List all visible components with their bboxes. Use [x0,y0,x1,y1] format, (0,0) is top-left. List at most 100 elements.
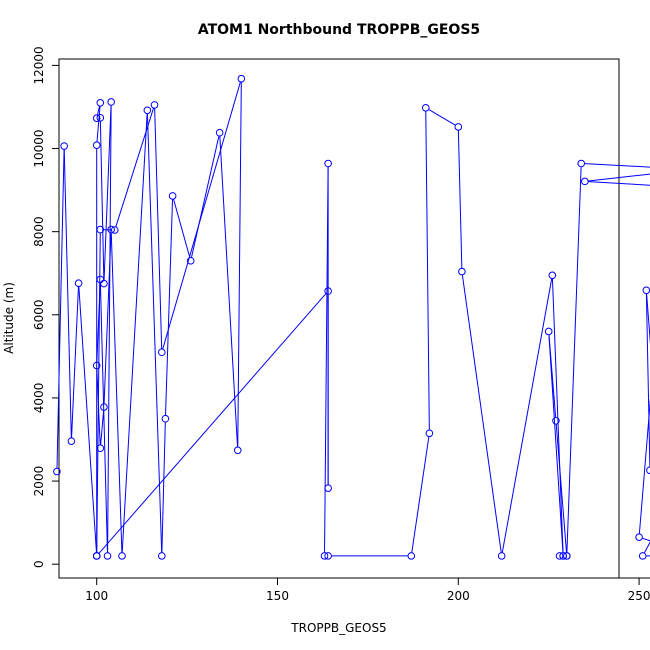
series-segment [96,233,101,553]
data-point [577,159,586,168]
x-tick-label: 200 [447,589,470,603]
data-point [67,437,76,445]
y-tick-label: 0 [32,560,46,568]
data-point [157,552,166,560]
data-point [92,552,101,560]
data-point [544,327,553,336]
y-axis-label: Altitude (m) [2,282,16,354]
data-point [642,286,650,295]
series-segment [107,105,112,553]
series-segment [99,121,105,281]
data-point [559,552,567,560]
series-segment [191,136,220,258]
y-axis: 0 2000 4000 6000 8000 10000 12000 [32,46,60,568]
data-point [100,279,108,288]
data-point [562,552,571,560]
data-point [324,552,332,560]
series-segment [457,130,463,268]
data-point [646,466,650,475]
series-segment [96,106,101,142]
data-point [92,114,101,122]
series-segment [121,113,148,553]
series-segment [638,398,650,534]
series-segment [146,113,163,553]
data-point [110,226,119,234]
series-segment [103,105,112,281]
data-point [143,106,152,115]
x-tick-label: 250 [628,589,650,603]
series-segment [110,233,123,553]
data-point [60,142,68,150]
series-segment [428,109,456,126]
data-point [100,403,108,411]
series-segment [555,424,567,553]
series-segment [588,173,650,182]
series-segment [237,82,242,447]
series-segment [219,136,239,447]
series-segment [461,275,502,553]
data-point [118,552,126,560]
data-point [107,98,115,106]
data-point [320,552,329,560]
data-point [96,275,105,284]
data-point [53,467,61,476]
data-point [157,348,166,357]
series-segment [63,149,72,438]
y-tick-label: 12000 [32,46,46,84]
data-point [103,552,112,560]
data-point [421,103,430,112]
data-point [324,287,332,295]
data-point [635,533,643,541]
data-point [233,446,242,455]
series-segment [98,293,327,554]
series-segment [551,278,564,553]
chart-title: ATOM1 Northbound TROPPB_GEOS5 [198,22,480,38]
series-segment [173,199,191,258]
series-segment [115,108,154,227]
data-point [324,484,332,492]
data-point [407,552,416,560]
series-segment [411,436,430,553]
x-tick-label: 150 [266,589,289,603]
series-segment [100,410,105,445]
series-segment [645,293,650,467]
series-segment [78,286,97,553]
data-point [555,552,564,560]
data-point [96,113,105,122]
series-segment [501,278,553,553]
data-point [454,123,463,131]
y-tick-label: 6000 [32,300,46,331]
series-segment [324,167,329,553]
y-tick-label: 2000 [32,466,46,497]
data-point [107,225,115,234]
series-segment [103,233,112,404]
x-tick-label: 100 [85,589,108,603]
data-point [92,361,101,370]
data-point [150,101,159,109]
series-segment [548,334,557,418]
series-group [53,74,650,560]
series-segment [154,108,163,349]
y-tick-label: 4000 [32,383,46,414]
series-segment [165,199,174,416]
series-segment [584,163,650,168]
data-point [161,414,170,423]
series-segment [425,111,430,430]
series-segment [97,106,100,115]
data-point [186,256,195,265]
data-point [96,225,105,234]
x-axis-label: TROPPB_GEOS5 [290,621,386,635]
data-point [96,444,105,453]
series-segment [588,181,650,186]
data-point [215,128,224,137]
data-point [581,177,589,186]
y-tick-label: 8000 [32,216,46,247]
data-point [96,99,105,107]
data-point [552,416,560,425]
series-segment [162,82,241,349]
data-point [168,192,177,200]
series-segment [161,422,166,553]
x-axis: 100150200250300350 [85,577,650,603]
plot-frame [58,58,620,579]
